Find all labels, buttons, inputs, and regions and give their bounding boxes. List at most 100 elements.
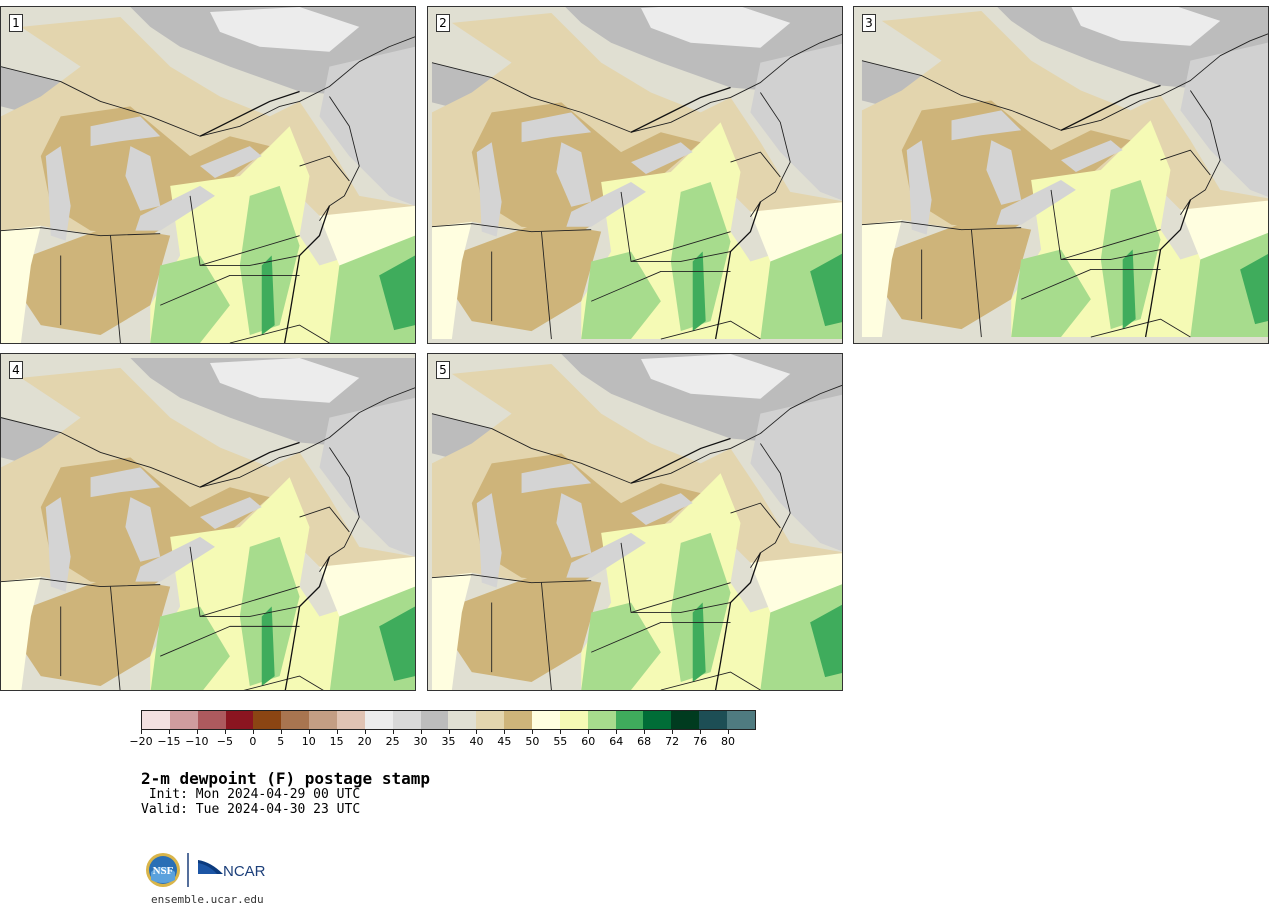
colorbar-swatch (364, 711, 393, 729)
dewpoint-colorbar (141, 710, 756, 730)
dewpoint-region (431, 572, 472, 690)
dewpoint-region (20, 225, 171, 336)
colorbar-tick-label: −15 (157, 735, 181, 748)
coastline (199, 441, 331, 690)
colorbar-swatch (671, 711, 700, 729)
dewpoint-region (640, 354, 791, 399)
great-lake (1061, 140, 1123, 173)
postage-stamp-panel: 3 (853, 6, 1269, 344)
dewpoint-region (209, 7, 360, 52)
colorbar-swatch (420, 711, 449, 729)
colorbar-tick-label: 10 (301, 735, 316, 748)
dewpoint-region (451, 572, 602, 683)
great-lake (631, 142, 693, 175)
dewpoint-region (1071, 7, 1221, 46)
postage-stamp-panel: 4 (0, 353, 416, 691)
colorbar-swatch (587, 711, 616, 729)
dewpoint-region (1, 225, 41, 343)
dewpoint-region (150, 606, 230, 690)
postage-stamp-panel: 1 (0, 6, 416, 344)
colorbar-tick-label: 60 (581, 735, 596, 748)
colorbar-swatch (615, 711, 644, 729)
colorbar-swatch (448, 711, 477, 729)
colorbar-tick-label: 5 (277, 735, 285, 748)
dewpoint-region (581, 602, 661, 690)
great-lake (476, 142, 502, 237)
great-lake (90, 467, 161, 498)
great-lake (135, 536, 215, 582)
colorbar-swatch (643, 711, 672, 729)
svg-text:NSF: NSF (153, 865, 174, 877)
colorbar-tick (420, 730, 422, 734)
coastline (199, 90, 331, 343)
colorbar-swatch (727, 711, 755, 729)
dewpoint-region (150, 255, 230, 343)
great-lake (521, 463, 592, 494)
great-lake (906, 140, 932, 235)
colorbar-tick (616, 730, 618, 734)
colorbar-swatch (253, 711, 282, 729)
panel-number: 5 (436, 361, 450, 379)
colorbar-tick (280, 730, 282, 734)
dewpoint-region (810, 253, 842, 327)
colorbar-swatch (197, 711, 226, 729)
colorbar-tick (700, 730, 702, 734)
colorbar-tick-label: 15 (329, 735, 344, 748)
coastline (630, 437, 762, 690)
colorbar-tick-label: 35 (441, 735, 456, 748)
colorbar-tick (224, 730, 226, 734)
colorbar-tick (476, 730, 478, 734)
great-lake (135, 185, 215, 231)
colorbar-tick (364, 730, 366, 734)
colorbar-tick (588, 730, 590, 734)
colorbar-tick (336, 730, 338, 734)
colorbar-tick (392, 730, 394, 734)
great-lake (45, 146, 71, 241)
colorbar-swatch (532, 711, 560, 729)
logos: NSF NCAR (145, 850, 285, 890)
panel-number: 1 (9, 14, 23, 32)
init-time: Init: Mon 2024-04-29 00 UTC (141, 787, 361, 802)
boundaries (1, 387, 415, 690)
dewpoint-region (1240, 253, 1268, 325)
colorbar-tick (532, 730, 534, 734)
colorbar-tick (728, 730, 730, 734)
colorbar-swatch (559, 711, 588, 729)
dewpoint-region (431, 221, 472, 340)
colorbar-tick (196, 730, 198, 734)
dewpoint-region (1011, 249, 1091, 338)
dewpoint-region (319, 397, 415, 557)
colorbar-tick-label: 68 (637, 735, 652, 748)
colorbar-tick (308, 730, 310, 734)
colorbar-tick-label: 55 (553, 735, 568, 748)
great-lake (986, 140, 1022, 205)
great-lake (45, 497, 71, 592)
great-lake (200, 146, 262, 178)
coastline (1060, 84, 1191, 338)
colorbar-tick-label: 72 (665, 735, 680, 748)
great-lake (521, 112, 592, 143)
coastline (630, 86, 762, 340)
great-lake (90, 116, 161, 147)
colorbar-tick-label: −20 (129, 735, 153, 748)
colorbar-tick-label: 50 (525, 735, 540, 748)
colorbar-tick (252, 730, 254, 734)
colorbar-tick-label: 0 (249, 735, 257, 748)
svg-text:NCAR: NCAR (223, 863, 266, 880)
dewpoint-region (750, 394, 842, 552)
boundaries (431, 33, 842, 340)
dewpoint-region (640, 7, 791, 48)
dewpoint-region (1190, 232, 1268, 338)
colorbar-tick (672, 730, 674, 734)
great-lake (476, 493, 502, 588)
colorbar-swatch (392, 711, 421, 729)
colorbar-swatch (337, 711, 365, 729)
colorbar-swatch (225, 711, 254, 729)
dewpoint-region (379, 606, 415, 682)
great-lake (556, 493, 592, 558)
great-lake (566, 181, 646, 227)
boundaries (431, 384, 842, 690)
great-lake (556, 142, 592, 207)
dewpoint-region (379, 255, 415, 331)
great-lake (996, 179, 1076, 225)
